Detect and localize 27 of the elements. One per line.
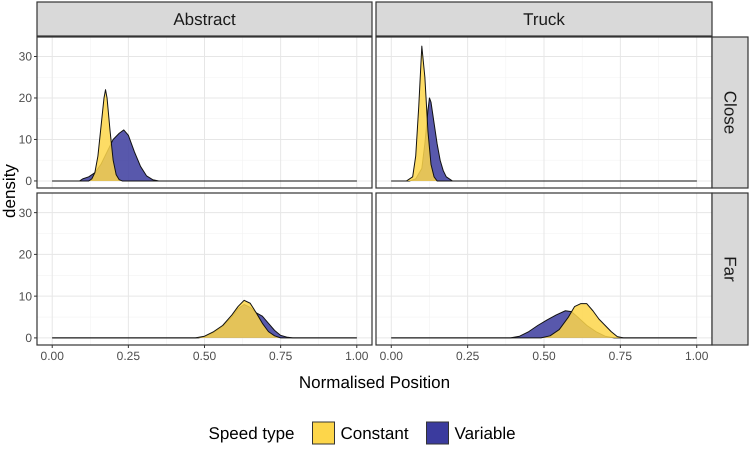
y-tick-label: 20 [18,91,32,106]
x-tick-label: 0.75 [608,349,632,363]
legend-title: Speed type [208,424,295,443]
x-tick-label: 0.50 [192,349,216,363]
chart-title: Abstract [173,10,236,29]
x-tick-label: 0.25 [456,349,480,363]
x-tick-label: 0.50 [532,349,556,363]
x-tick-label: 0.75 [268,349,293,363]
y-tick-label: 30 [18,50,32,64]
y2-axis-title: Far [720,256,740,282]
x-tick-label: 1.00 [345,349,369,363]
legend-label: Constant [340,424,409,443]
y2-axis-title: Close [720,90,740,134]
y-tick-label: 10 [18,289,32,304]
y-axis-title: density [0,164,19,218]
x-tick-label: 0.00 [380,349,404,363]
y-tick-label: 10 [18,132,32,147]
x-axis-title: Normalised Position [298,373,450,392]
y-tick-label: 0 [25,331,32,346]
x-tick-label: 0.00 [40,349,64,363]
chart-title: Truck [523,10,566,29]
x-tick-label: 0.25 [116,349,140,363]
x-tick-label: 1.00 [685,349,709,363]
y-tick-label: 0 [25,174,32,188]
legend-label: Variable [454,424,516,443]
y-tick-label: 20 [18,248,32,262]
y-tick-label: 30 [18,206,32,220]
